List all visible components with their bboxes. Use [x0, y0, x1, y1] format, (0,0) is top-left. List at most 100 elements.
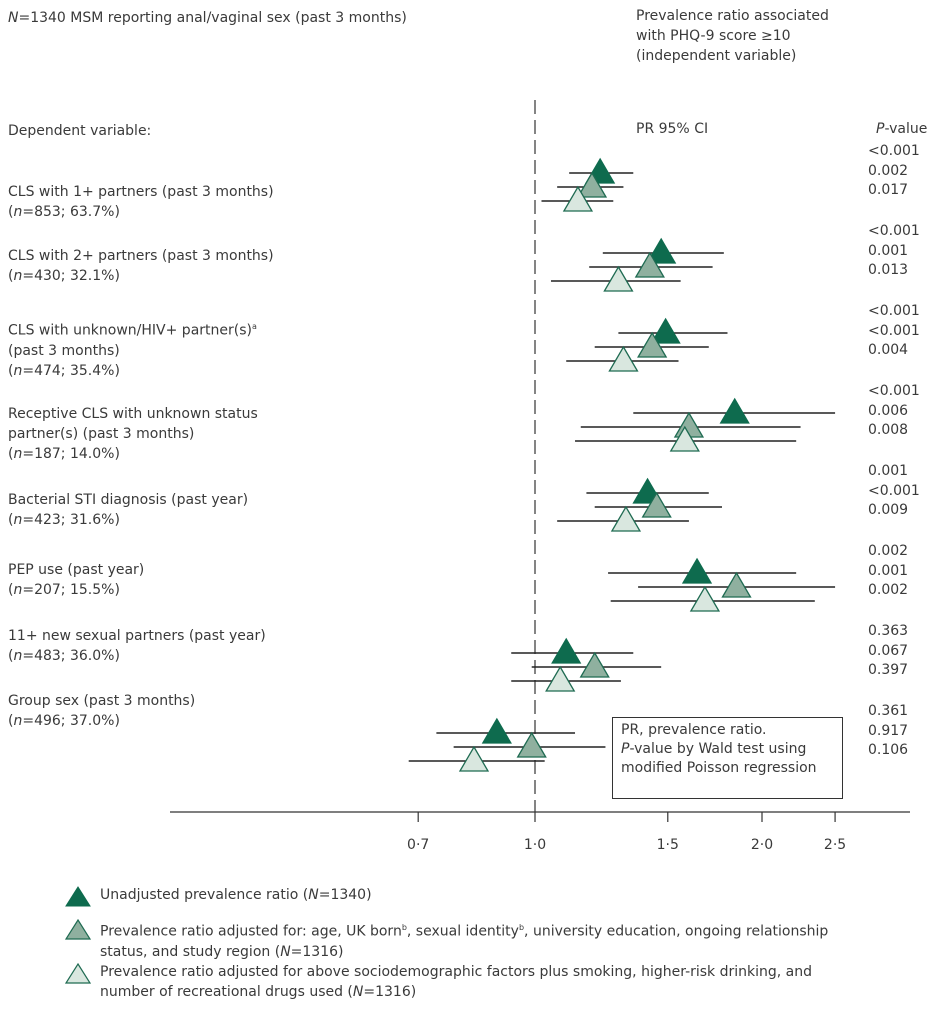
- row-label-line: Receptive CLS with unknown status: [8, 406, 258, 422]
- x-tick-label: 1·5: [656, 837, 679, 853]
- row-pvalues: 0.002 0.001 0.002: [868, 542, 908, 601]
- estimate-triangle-adjusted2: [608, 345, 639, 372]
- estimate-triangle-adjusted1: [637, 331, 668, 358]
- legend-adjusted1-mid: , sexual identity: [406, 923, 519, 940]
- pvalue-p: P: [876, 121, 885, 137]
- pvalue: 0.002: [868, 582, 909, 598]
- pvalue: <0.001: [868, 383, 920, 399]
- row-label-line: 11+ new sexual partners (past year): [8, 628, 266, 644]
- x-tick-label: 0·7: [407, 837, 430, 853]
- pvalue: <0.001: [868, 322, 920, 339]
- estimate-triangle-unadjusted: [681, 557, 713, 584]
- estimate-triangle-adjusted2: [603, 265, 634, 292]
- legend-adjusted2-text: Prevalence ratio adjusted for above soci…: [100, 962, 920, 1002]
- row-label: 11+ new sexual partners (past year) (n=48…: [8, 626, 353, 666]
- pvalue: 0.009: [868, 502, 909, 518]
- legend-adjusted1-label: Prevalence ratio adjusted for: age, UK b…: [100, 923, 402, 940]
- legend-adjusted1-sup2: b: [518, 923, 525, 932]
- pvalue: 0.361: [868, 703, 909, 719]
- sample-description: N=1340 MSM reporting anal/vaginal sex (p…: [8, 8, 407, 28]
- pvalue: 0.363: [868, 623, 909, 639]
- pvalue: <0.001: [868, 143, 920, 159]
- row-label: CLS with 2+ partners (past 3 months) (n=4…: [8, 246, 353, 286]
- light-triangle-icon: [64, 963, 92, 984]
- dependent-variable-header: Dependent variable:: [8, 123, 152, 139]
- legend-unadjusted-text: Unadjusted prevalence ratio (N=1340): [100, 885, 920, 905]
- pvalue: 0.001: [868, 463, 909, 479]
- row-sample-size: (n=430; 32.1%): [8, 268, 120, 284]
- legend-unadjusted-end: =1340): [318, 887, 372, 903]
- row-sample-size: (n=853; 63.7%): [8, 204, 120, 220]
- note-line-2-text: -value by Wald test using: [629, 741, 807, 757]
- estimate-triangle-adjusted2: [669, 425, 700, 452]
- row-label: PEP use (past year) (n=207; 15.5%): [8, 560, 353, 600]
- x-tick-label: 2·0: [750, 837, 774, 853]
- pvalue: 0.001: [868, 562, 909, 579]
- row-pvalues: 0.001 <0.001 0.009: [868, 462, 920, 521]
- legend-adjusted2-line2-end: =1316): [363, 984, 417, 1000]
- sample-text: =1340 MSM reporting anal/vaginal sex (pa…: [18, 10, 407, 26]
- legend-adjusted1-sup1: b: [401, 923, 407, 932]
- pvalue: <0.001: [868, 303, 920, 319]
- row-pvalues: <0.001 0.006 0.008: [868, 382, 920, 441]
- chart-title: Prevalence ratio associated with PHQ-9 s…: [636, 8, 829, 64]
- row-pvalues: <0.001 0.001 0.013: [868, 222, 920, 281]
- row-sample-size: (n=474; 35.4%): [8, 362, 120, 379]
- row-label: CLS with unknown/HIV+ partner(s)a (past 3…: [8, 317, 353, 381]
- pvalue: <0.001: [868, 482, 920, 499]
- pvalue: 0.001: [868, 242, 909, 259]
- sample-n-symbol: N: [8, 10, 19, 26]
- pvalue: 0.917: [868, 722, 909, 739]
- legend-adjusted1-line2-end: =1316): [290, 943, 344, 960]
- estimate-triangle-adjusted2: [610, 505, 642, 532]
- estimate-triangle-adjusted2: [689, 585, 721, 612]
- row-label: Bacterial STI diagnosis (past year) (n=42…: [8, 490, 353, 530]
- row-sample-size: (n=423; 31.6%): [8, 512, 120, 528]
- pvalue-rest: -value: [884, 121, 928, 137]
- pvalue: 0.004: [868, 342, 909, 358]
- pvalue: 0.067: [868, 642, 909, 659]
- pvalue: 0.006: [868, 402, 909, 419]
- dark-triangle-icon: [65, 886, 91, 907]
- legend-adjusted2-n: N: [352, 984, 364, 1000]
- legend-unadjusted-n: N: [308, 887, 319, 903]
- note-line-3: modified Poisson regression: [621, 760, 817, 776]
- legend-adjusted1-text: Prevalence ratio adjusted for: age, UK b…: [100, 918, 920, 962]
- estimate-triangle-unadjusted: [481, 717, 512, 744]
- pvalue: 0.008: [868, 422, 909, 438]
- legend-unadjusted-label: Unadjusted prevalence ratio (: [100, 887, 309, 903]
- legend-adjusted2-line2: number of recreational drugs used (: [100, 984, 353, 1000]
- note-line-2: P-value by Wald test using: [621, 740, 834, 759]
- row-sample-size: (n=207; 15.5%): [8, 582, 120, 598]
- row-label-line: CLS with 1+ partners (past 3 months): [8, 184, 274, 200]
- pr-ci-header: PR 95% CI: [636, 121, 709, 137]
- note-box: PR, prevalence ratio. P-value by Wald te…: [612, 717, 843, 799]
- pvalue: 0.013: [868, 262, 909, 278]
- row-label-line: partner(s) (past 3 months): [8, 426, 195, 442]
- legend-adjusted1-n: N: [280, 943, 291, 960]
- note-line-1: PR, prevalence ratio.: [621, 722, 767, 738]
- row-label: CLS with 1+ partners (past 3 months) (n=8…: [8, 182, 353, 222]
- row-sample-size: (n=483; 36.0%): [8, 648, 120, 664]
- estimate-triangle-adjusted2: [545, 665, 576, 692]
- pvalue: 0.002: [868, 543, 909, 559]
- row-label: Group sex (past 3 months) (n=496; 37.0%): [8, 691, 353, 731]
- estimate-triangle-unadjusted: [646, 237, 677, 264]
- estimate-triangle-adjusted1: [579, 651, 610, 678]
- pvalue-header: P-value: [876, 119, 927, 139]
- estimate-triangle-unadjusted: [551, 637, 582, 664]
- pvalue: 0.002: [868, 162, 909, 179]
- medium-triangle-icon: [64, 919, 92, 940]
- row-sample-size: (n=187; 14.0%): [8, 446, 120, 462]
- row-pvalues: <0.001 <0.001 0.004: [868, 302, 920, 361]
- estimate-triangle-adjusted2: [458, 745, 490, 772]
- row-label-line: PEP use (past year): [8, 562, 145, 578]
- pvalue: 0.397: [868, 662, 909, 678]
- row-pvalues: 0.363 0.067 0.397: [868, 622, 908, 681]
- row-sample-size: (n=496; 37.0%): [8, 713, 120, 729]
- x-tick-label: 1·0: [523, 837, 547, 853]
- estimate-triangle-adjusted1: [516, 731, 547, 758]
- x-tick-label: 2·5: [823, 837, 847, 853]
- estimate-triangle-adjusted1: [721, 571, 752, 598]
